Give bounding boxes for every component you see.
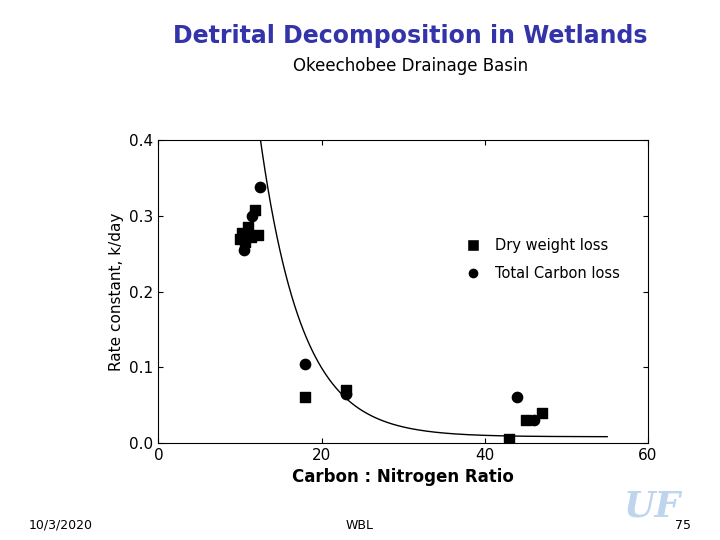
Text: WBL: WBL [346,519,374,532]
Point [520,416,531,424]
Point [503,435,515,443]
Point [239,238,251,247]
Point [300,360,311,368]
Text: UF: UF [623,490,680,524]
Text: 75: 75 [675,519,691,532]
Point [238,246,250,254]
Y-axis label: Rate constant, k/day: Rate constant, k/day [109,212,124,371]
Point [243,223,254,232]
Point [341,386,352,394]
Point [536,408,548,417]
Point [300,393,311,402]
Text: 10/3/2020: 10/3/2020 [29,519,93,532]
Point [237,228,248,237]
Point [528,416,539,424]
X-axis label: Carbon : Nitrogen Ratio: Carbon : Nitrogen Ratio [292,468,514,486]
Text: Detrital Decomposition in Wetlands: Detrital Decomposition in Wetlands [173,24,648,48]
Point [234,234,246,243]
Point [246,212,258,220]
Point [255,183,266,192]
Point [245,233,256,241]
Point [252,231,264,239]
Point [341,389,352,398]
Point [512,393,523,402]
Legend: Dry weight loss, Total Carbon loss: Dry weight loss, Total Carbon loss [453,232,626,287]
Point [249,206,261,214]
Text: Okeechobee Drainage Basin: Okeechobee Drainage Basin [293,57,528,75]
